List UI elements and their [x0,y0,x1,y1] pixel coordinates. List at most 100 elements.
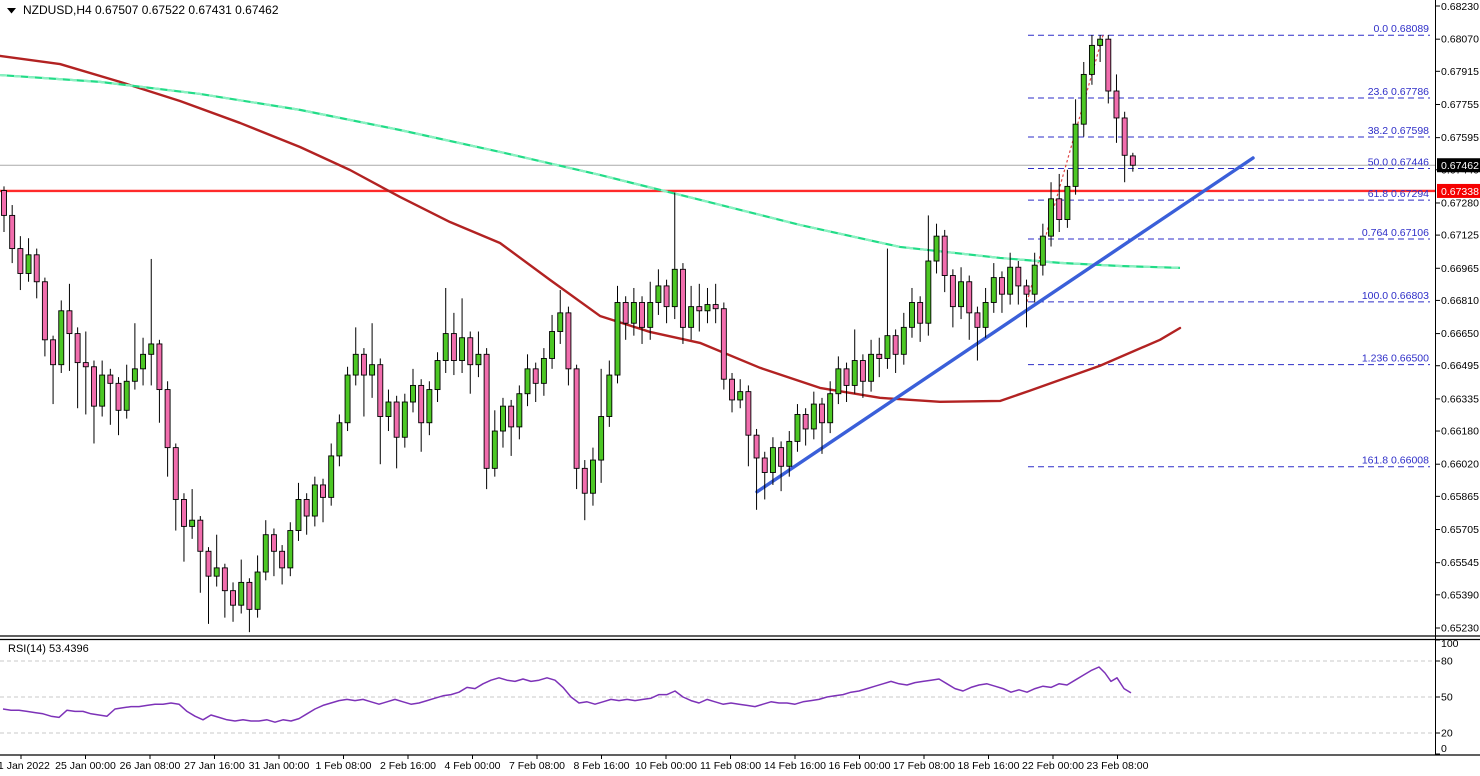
bull-candle [311,484,318,517]
bull-candle [1048,198,1054,237]
bear-candle [393,401,400,438]
bull-candle [491,430,498,469]
bull-candle [1064,185,1071,221]
bear-candle [450,333,457,361]
bull-candle [328,455,335,498]
bull-candle [1039,235,1046,266]
rsi-line [2,666,1132,723]
bull-candle [549,331,556,359]
bull-candle [442,333,449,361]
bear-candle [802,413,809,430]
bull-candle [598,416,605,461]
bull-candle [958,281,965,308]
bull-candle [434,360,441,391]
bull-candle [810,403,817,430]
bear-candle [360,353,367,376]
bear-candle [107,374,114,384]
bull-candle [25,254,32,274]
date-tick-label: 17 Feb 08:00 [893,760,955,772]
bull-candle [655,285,662,303]
bull-candle [213,567,220,577]
rsi-indicator-label: RSI(14) 53.4396 [8,643,89,655]
blue-trendline[interactable] [755,156,1255,494]
date-tick-label: 23 Feb 08:00 [1087,760,1149,772]
bear-candle [74,333,81,364]
bear-candle [1113,90,1120,119]
rsi-scale-label: 100 [1441,638,1459,650]
ma-fast-green-line [0,73,1181,269]
bull-candle [835,368,842,395]
bull-candle [369,364,376,376]
fib-level-label: 23.6 0.67786 [1368,86,1429,98]
bull-candle [688,306,695,328]
bear-candle [9,214,16,250]
date-tick-label: 25 Jan 00:00 [55,760,116,772]
price-tick-label: 0.67280 [1441,197,1479,209]
bull-candle [148,343,155,355]
fib-anchor-diagonal[interactable] [1026,35,1104,303]
bear-candle [622,302,629,324]
price-tick-label: 0.65230 [1441,623,1479,635]
date-tick-label: 26 Jan 08:00 [120,760,181,772]
price-tick-label: 0.65545 [1441,557,1479,569]
bear-candle [949,275,956,308]
price-tick-label: 0.67915 [1441,66,1479,78]
bull-candle [475,353,482,366]
bull-candle [189,519,196,527]
rsi-scale-label: 0 [1441,743,1447,755]
bull-candle [140,353,147,370]
ma-slow-red-line [0,54,1182,403]
price-tick-label: 0.66335 [1441,393,1479,405]
bull-candle [925,260,932,324]
bull-candle [99,374,106,407]
symbol-dropdown-icon[interactable] [7,8,16,14]
bear-candle [843,368,850,386]
bear-candle [377,364,384,417]
bear-candle [532,368,539,384]
bear-candle [1015,266,1022,287]
bear-candle [270,534,277,552]
bull-candle [1007,266,1014,295]
bear-candle [1121,117,1128,156]
candles-layer [1,35,1136,633]
bear-candle [1,190,7,216]
bear-candle [1129,155,1136,166]
rsi-scale-label: 50 [1441,692,1453,704]
bear-candle [156,343,163,391]
bear-candle [17,248,24,274]
bull-candle [769,447,776,473]
bear-candle [205,550,212,577]
bear-candle [1023,285,1030,295]
date-tick-label: 27 Jan 16:00 [184,760,245,772]
bull-candle [794,413,801,442]
bull-candle [557,312,564,332]
bear-candle [639,302,645,328]
bull-candle [1088,44,1095,75]
bull-candle [909,302,915,328]
bull-candle [1097,38,1104,46]
fibonacci-retracement[interactable]: 0.0 0.68089 23.6 0.67786 38.2 0.67598 50.0 … [1026,23,1430,468]
bear-candle [966,281,973,314]
bull-candle [630,302,637,324]
fib-level-label: 0.764 0.67106 [1362,227,1429,239]
bull-candle [982,302,989,328]
bull-candle [737,391,744,401]
bear-candle [115,382,122,411]
price-tick-label: 0.66810 [1441,295,1479,307]
bull-candle [524,368,531,395]
bear-candle [320,484,326,498]
price-tick-label: 0.67595 [1441,132,1479,144]
bear-candle [230,590,236,606]
price-axis[interactable]: 0.68230 0.68070 0.67915 0.67755 0.67595 0.674… [1435,1,1479,635]
date-tick-label: 21 Jan 2022 [0,760,50,772]
bull-candle [426,389,433,424]
date-tick-label: 8 Feb 16:00 [573,760,629,772]
bull-candle [385,401,392,417]
bear-candle [573,368,580,469]
bear-candle [761,457,768,473]
rsi-scale[interactable]: 100 80 50 20 0 [1435,638,1459,755]
bull-candle [459,337,466,361]
